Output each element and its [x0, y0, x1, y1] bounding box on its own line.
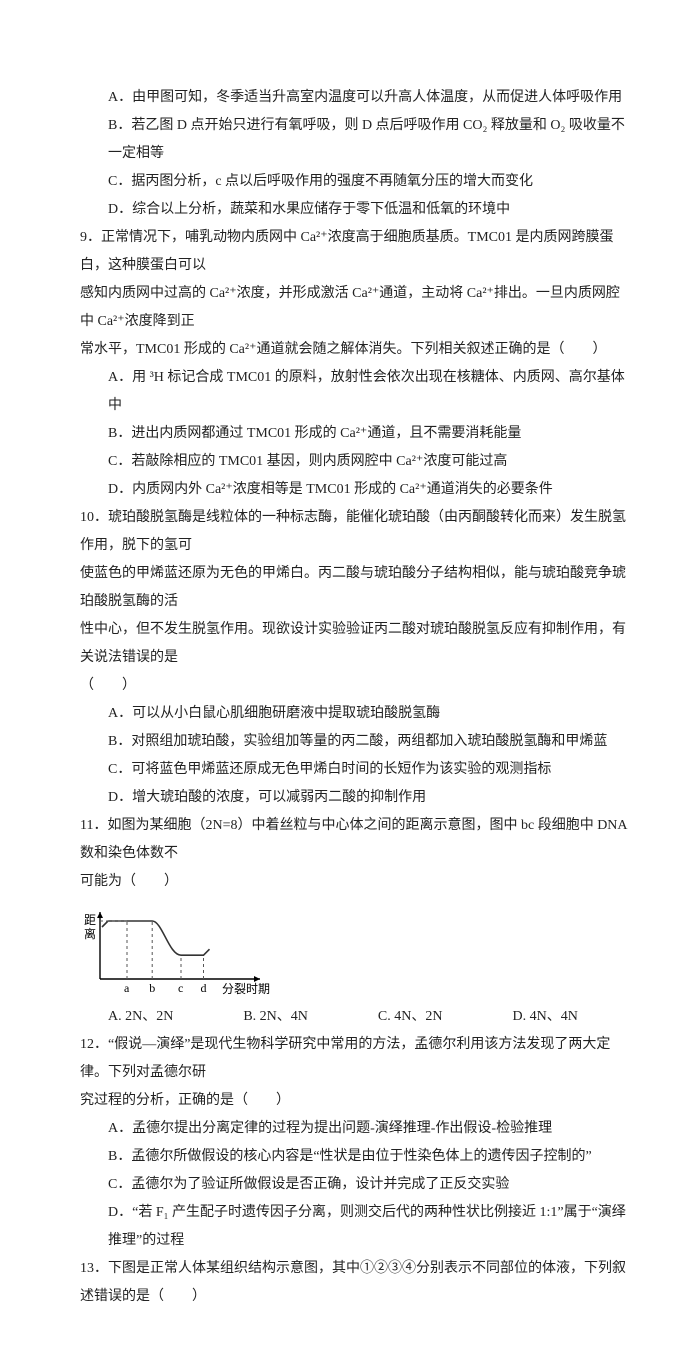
svg-text:c: c [178, 981, 183, 995]
q11-chart: 距离分裂时期 a b c d [80, 904, 632, 999]
svg-text:d: d [201, 981, 207, 995]
q11-stem-1: 11．如图为某细胞（2N=8）中着丝粒与中心体之间的距离示意图，图中 bc 段细… [80, 812, 632, 868]
q8-opt-A: A．由甲图可知，冬季适当升高室内温度可以升高人体温度，从而促进人体呼吸作用 [80, 84, 632, 112]
q12-stem-1: 12．“假说—演绎”是现代生物科学研究中常用的方法，孟德尔利用该方法发现了两大定… [80, 1031, 632, 1087]
q10-stem-4: （ ） [80, 672, 632, 700]
q12-opt-B: B．孟德尔所做假设的核心内容是“性状是由位于性染色体上的遗传因子控制的” [80, 1143, 632, 1171]
q12-opt-C: C．孟德尔为了验证所做假设是否正确，设计并完成了正反交实验 [80, 1171, 632, 1199]
q11-stem-2: 可能为（ ） [80, 868, 632, 896]
q9-stem-3: 常水平，TMC01 形成的 Ca²⁺通道就会随之解体消失。下列相关叙述正确的是（… [80, 336, 632, 364]
q11-opt-B: B. 2N、4N [243, 1003, 308, 1031]
q11-opt-A: A. 2N、2N [108, 1003, 173, 1031]
q11-opt-D: D. 4N、4N [512, 1003, 577, 1031]
q10-opt-C: C．可将蓝色甲烯蓝还原成无色甲烯白时间的长短作为该实验的观测指标 [80, 756, 632, 784]
q12-opt-D: D．“若 F₁ 产生配子时遗传因子分离，则测交后代的两种性状比例接近 1:1”属… [80, 1199, 632, 1255]
q10-stem-3: 性中心，但不发生脱氢作用。现欲设计实验验证丙二酸对琥珀酸脱氢反应有抑制作用，有关… [80, 616, 632, 672]
q10-stem-1: 10．琥珀酸脱氢酶是线粒体的一种标志酶，能催化琥珀酸（由丙酮酸转化而来）发生脱氢… [80, 504, 632, 560]
svg-text:分裂时期: 分裂时期 [222, 982, 270, 996]
q9-stem-2: 感知内质网中过高的 Ca²⁺浓度，并形成激活 Ca²⁺通道，主动将 Ca²⁺排出… [80, 280, 632, 336]
q9-stem-1: 9．正常情况下，哺乳动物内质网中 Ca²⁺浓度高于细胞质基质。TMC01 是内质… [80, 224, 632, 280]
exam-page: A．由甲图可知，冬季适当升高室内温度可以升高人体温度，从而促进人体呼吸作用 B．… [0, 0, 692, 1351]
q10-opt-D: D．增大琥珀酸的浓度，可以减弱丙二酸的抑制作用 [80, 784, 632, 812]
q13-stem-1: 13．下图是正常人体某组织结构示意图，其中①②③④分别表示不同部位的体液，下列叙… [80, 1255, 632, 1311]
q9-opt-C: C．若敲除相应的 TMC01 基因，则内质网腔中 Ca²⁺浓度可能过高 [80, 448, 632, 476]
q9-opt-B: B．进出内质网都通过 TMC01 形成的 Ca²⁺通道，且不需要消耗能量 [80, 420, 632, 448]
q9-opt-D: D．内质网内外 Ca²⁺浓度相等是 TMC01 形成的 Ca²⁺通道消失的必要条… [80, 476, 632, 504]
distance-curve-chart: 距离分裂时期 a b c d [80, 904, 280, 999]
svg-text:a: a [124, 981, 130, 995]
q12-opt-A: A．孟德尔提出分离定律的过程为提出问题-演绎推理-作出假设-检验推理 [80, 1115, 632, 1143]
q8-opt-C: C．据丙图分析，c 点以后呼吸作用的强度不再随氧分压的增大而变化 [80, 168, 632, 196]
q11-options-row: A. 2N、2N B. 2N、4N C. 4N、2N D. 4N、4N [80, 1003, 632, 1031]
q10-opt-B: B．对照组加琥珀酸，实验组加等量的丙二酸，两组都加入琥珀酸脱氢酶和甲烯蓝 [80, 728, 632, 756]
svg-text:距: 距 [84, 913, 96, 927]
q8-opt-D: D．综合以上分析，蔬菜和水果应储存于零下低温和低氧的环境中 [80, 196, 632, 224]
q9-opt-A: A．用 ³H 标记合成 TMC01 的原料，放射性会依次出现在核糖体、内质网、高… [80, 364, 632, 420]
svg-text:b: b [149, 981, 155, 995]
q12-stem-2: 究过程的分析，正确的是（ ） [80, 1087, 632, 1115]
svg-text:离: 离 [84, 926, 96, 941]
q10-stem-2: 使蓝色的甲烯蓝还原为无色的甲烯白。丙二酸与琥珀酸分子结构相似，能与琥珀酸竞争琥珀… [80, 560, 632, 616]
q10-opt-A: A．可以从小白鼠心肌细胞研磨液中提取琥珀酸脱氢酶 [80, 700, 632, 728]
q8-opt-B: B．若乙图 D 点开始只进行有氧呼吸，则 D 点后呼吸作用 CO₂ 释放量和 O… [80, 112, 632, 168]
q11-opt-C: C. 4N、2N [378, 1003, 443, 1031]
